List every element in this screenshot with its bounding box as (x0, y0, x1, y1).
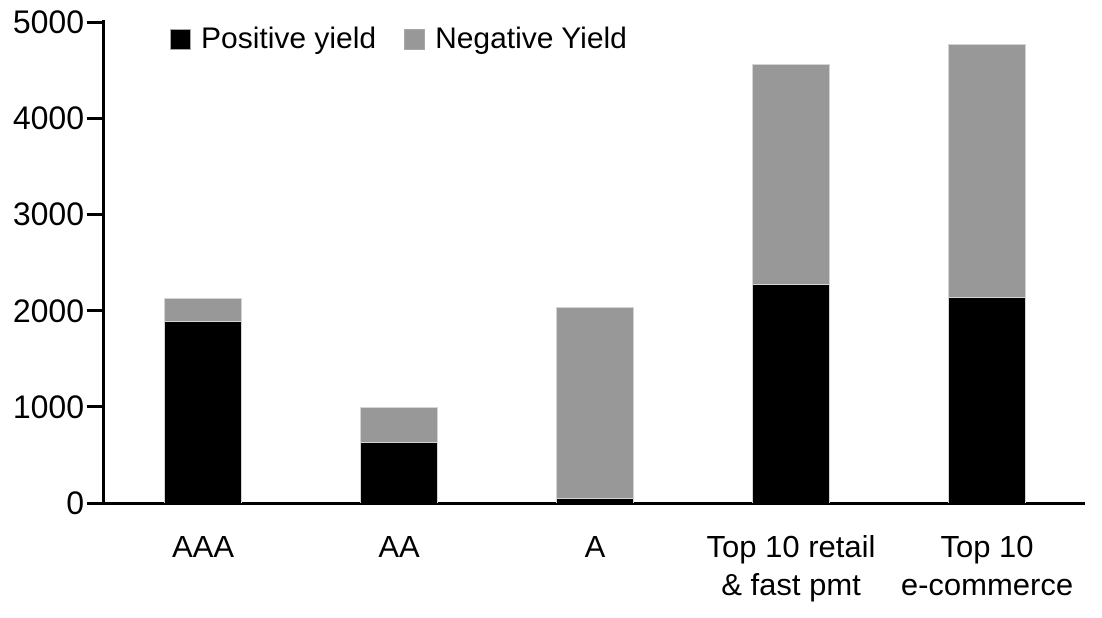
bar-segment-negative-yield (164, 298, 242, 322)
y-axis-tick (87, 501, 102, 505)
bar-segment-negative-yield (360, 406, 438, 443)
y-axis-tick (87, 309, 102, 313)
x-axis-line (102, 502, 1085, 505)
legend-item: Negative Yield (404, 22, 627, 56)
x-axis-category-label: A (584, 529, 606, 564)
legend-label: Positive yield (201, 22, 377, 55)
chart-legend: Positive yield Negative Yield (170, 22, 627, 56)
bar-segment-negative-yield (556, 306, 634, 499)
legend-swatch-negative (404, 28, 426, 50)
y-axis-tick-label: 3000 (12, 196, 84, 233)
legend-item: Positive yield (170, 22, 376, 56)
x-axis-category-label: AAA (171, 529, 235, 564)
bar-segment-positive-yield (360, 442, 438, 503)
bar-segment-positive-yield (752, 283, 830, 503)
y-axis-tick (87, 212, 102, 216)
y-axis-tick-label: 2000 (12, 292, 84, 329)
bar-segment-negative-yield (752, 64, 830, 284)
bar-segment-negative-yield (948, 44, 1026, 298)
x-axis-category-label: AA (378, 529, 420, 564)
bar-segment-positive-yield (948, 297, 1026, 503)
bar-segment-positive-yield (556, 498, 634, 503)
x-axis-category-label: Top 10 retail & fast pmt (706, 529, 876, 602)
legend-label: Negative Yield (435, 22, 627, 55)
bar-segment-positive-yield (164, 321, 242, 503)
x-axis-category-label: Top 10 e-commerce (900, 529, 1074, 602)
y-axis-tick-label: 0 (66, 485, 84, 521)
y-axis-tick (87, 405, 102, 409)
y-axis-tick (87, 116, 102, 120)
y-axis-tick (87, 20, 102, 24)
y-axis-tick-label: 4000 (12, 100, 84, 137)
y-axis-tick-label: 5000 (12, 4, 84, 40)
y-axis-line (102, 20, 105, 505)
y-axis-tick-label: 1000 (12, 388, 84, 425)
legend-swatch-positive (170, 28, 191, 50)
